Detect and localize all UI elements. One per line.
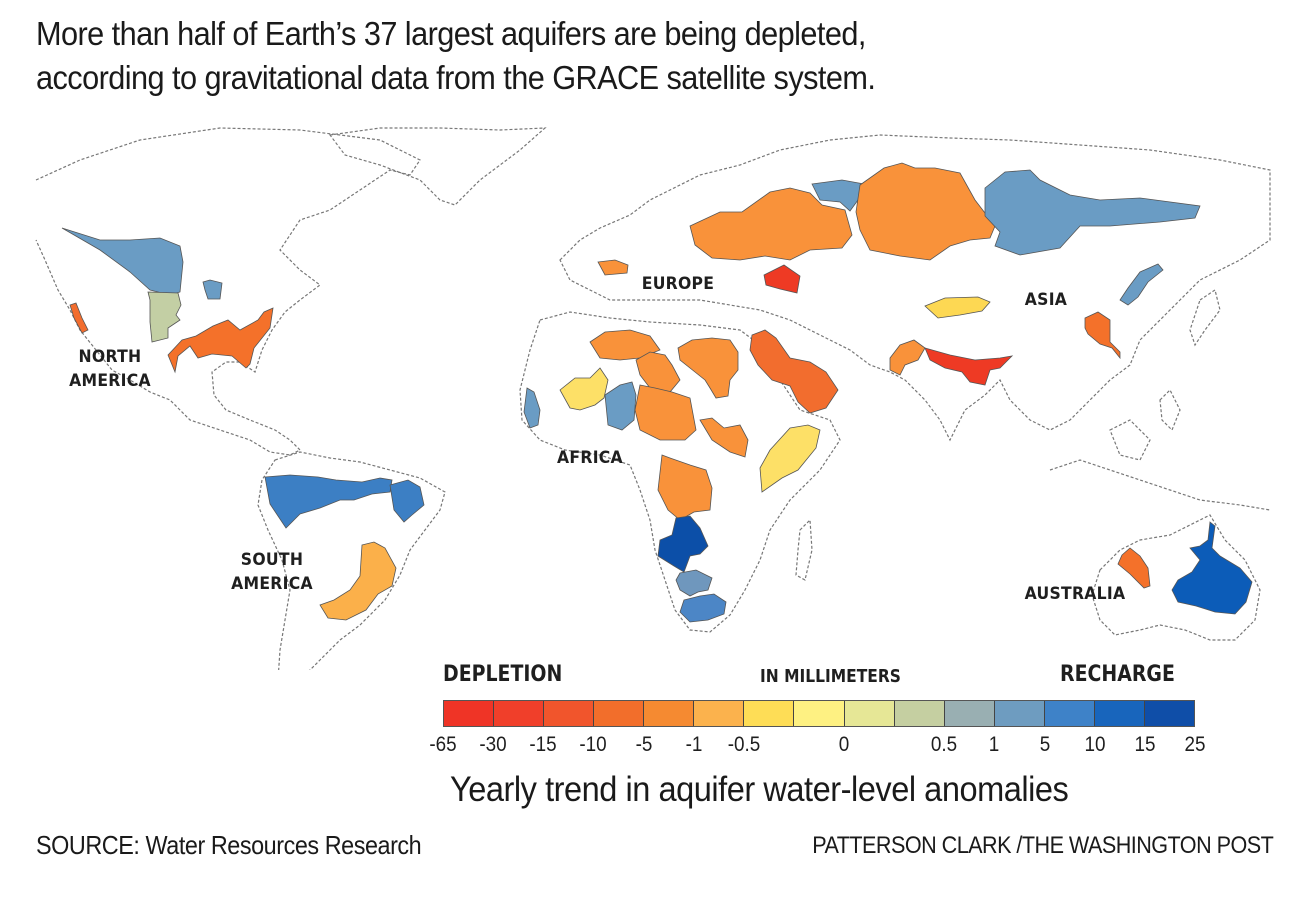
aquifer-region: [635, 351, 681, 393]
legend: DEPLETION IN MILLIMETERS RECHARGE -65 -30…: [420, 660, 1220, 770]
region-label-line: AUSTRALIA: [1024, 584, 1126, 604]
legend-swatch: [994, 701, 1045, 726]
aquifer-region: [889, 339, 926, 376]
aquifer-region: [264, 474, 393, 529]
aquifer-region: [855, 162, 996, 261]
aquifer-region: [389, 479, 425, 523]
headline-line-2: according to gravitational data from the…: [36, 59, 876, 96]
region-label-north-america: NORTH AMERICA: [55, 345, 165, 393]
aquifer-region: [597, 259, 629, 276]
legend-tick-label: -65: [429, 733, 457, 756]
map-subtitle: Yearly trend in aquifer water-level anom…: [450, 770, 1069, 809]
legend-depletion-label: DEPLETION: [443, 662, 563, 687]
legend-swatch: [494, 701, 545, 726]
aquifer-region: [559, 367, 609, 411]
region-label-line: AFRICA: [557, 448, 623, 468]
aquifer-region: [924, 347, 1014, 386]
legend-tick-label: -15: [529, 733, 557, 756]
credit-line: PATTERSON CLARK /THE WASHINGTON POST: [811, 832, 1274, 859]
aquifer-region: [924, 296, 991, 319]
aquifer-region: [1119, 263, 1164, 306]
aquifer-region: [1117, 547, 1151, 589]
region-label-africa: AFRICA: [535, 446, 645, 470]
aquifer-region: [319, 541, 397, 621]
legend-tick-label: 0.5: [931, 733, 958, 756]
region-label-line: NORTH: [78, 347, 142, 367]
region-label-asia: ASIA: [991, 288, 1101, 312]
aquifer-region: [604, 381, 637, 431]
legend-tick-label: -0.5: [727, 733, 761, 756]
legend-tick-label: 0: [838, 733, 850, 756]
coastlines: [35, 127, 1271, 670]
legend-tick-label: -1: [685, 733, 703, 756]
aquifer-region: [69, 302, 89, 334]
aquifer-region: [689, 187, 853, 261]
region-label-europe: EUROPE: [623, 272, 733, 296]
aquifer-region: [699, 417, 749, 458]
aquifer-region: [61, 227, 184, 296]
aquifer-region: [984, 169, 1201, 256]
legend-tick-label: 25: [1184, 733, 1206, 756]
aquifer-region: [634, 384, 697, 441]
legend-swatch: [1094, 701, 1145, 726]
legend-swatch: [594, 701, 645, 726]
region-label-line: SOUTH: [240, 550, 304, 570]
legend-tick-label: -10: [579, 733, 608, 756]
legend-swatch: [444, 701, 495, 726]
legend-color-scale: [443, 700, 1195, 727]
aquifer-region: [759, 424, 821, 493]
legend-swatch: [944, 701, 995, 726]
world-map: [35, 127, 1271, 670]
source-note: SOURCE: Water Resources Research: [36, 830, 422, 860]
headline: More than half of Earth’s 37 largest aqu…: [36, 12, 1189, 100]
headline-line-1: More than half of Earth’s 37 largest aqu…: [36, 15, 866, 52]
aquifer-region: [202, 279, 223, 300]
aquifer-region: [657, 454, 713, 521]
legend-tick-label: 10: [1084, 733, 1106, 756]
legend-tick-label: -5: [635, 733, 652, 756]
legend-swatch: [694, 701, 745, 726]
region-label-south-america: SOUTH AMERICA: [217, 548, 327, 596]
aquifer-region: [1171, 521, 1253, 615]
legend-swatch: [744, 701, 795, 726]
aquifer-region: [147, 291, 182, 343]
region-label-australia: AUSTRALIA: [1020, 582, 1130, 606]
legend-swatch: [1144, 701, 1194, 726]
aquifer-region: [763, 264, 801, 294]
legend-swatch: [894, 701, 945, 726]
region-label-line: ASIA: [1024, 290, 1068, 310]
aquifer-region: [675, 569, 713, 597]
legend-tick-label: 5: [1039, 733, 1050, 756]
legend-swatch: [1044, 701, 1095, 726]
legend-tick-label: 1: [989, 733, 1000, 756]
aquifer-region: [523, 387, 541, 429]
aquifer-region: [677, 337, 739, 399]
legend-swatch: [544, 701, 595, 726]
legend-tick-label: -30: [479, 733, 507, 756]
legend-swatch: [644, 701, 695, 726]
region-label-line: AMERICA: [231, 574, 313, 594]
aquifer-region: [1084, 311, 1121, 360]
aquifer-region: [589, 329, 661, 361]
legend-swatch: [844, 701, 895, 726]
aquifer-region: [657, 515, 709, 573]
region-label-line: EUROPE: [641, 274, 715, 294]
legend-swatch: [794, 701, 845, 726]
aquifer-region: [749, 329, 839, 414]
aquifer-region: [167, 307, 274, 374]
legend-tick-label: 15: [1134, 733, 1156, 756]
legend-units-label: IN MILLIMETERS: [760, 666, 901, 687]
aquifer-region: [679, 593, 727, 623]
region-label-line: AMERICA: [69, 371, 151, 391]
aquifer-layer: [61, 162, 1253, 623]
legend-recharge-label: RECHARGE: [1060, 662, 1175, 687]
